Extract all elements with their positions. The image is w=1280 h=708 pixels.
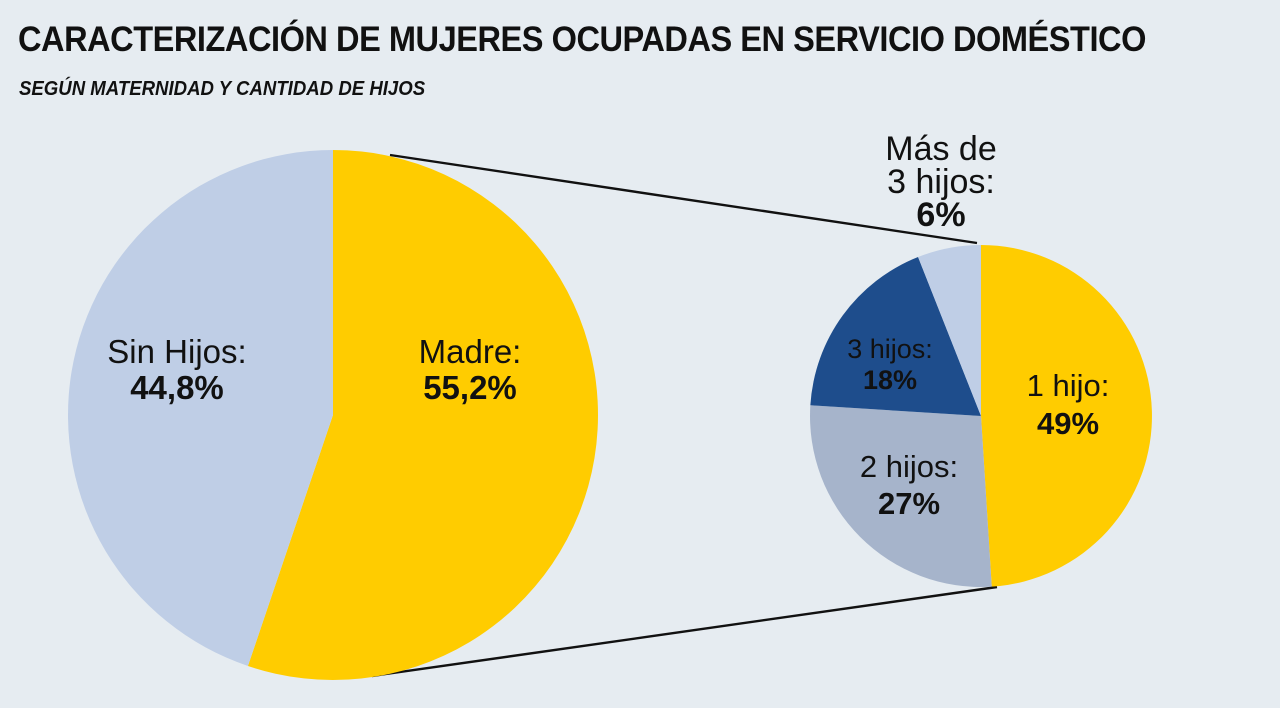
slice-label-2-hijos: 2 hijos: 27%: [860, 449, 958, 521]
slice-2-hijos: [810, 405, 992, 587]
slice-label-sin-hijos: Sin Hijos: 44,8%: [107, 333, 246, 406]
pie-main: Madre: 55,2% Sin Hijos: 44,8%: [68, 150, 599, 680]
pie-detail: 1 hijo: 49% 2 hijos: 27% 3 hijos: 18% Más de 3 …: [810, 130, 1152, 587]
slice-label-madre: Madre: 55,2%: [419, 333, 522, 406]
connector-line-top: [389, 153, 978, 245]
slice-label-mas-de-3-hijos: Más de 3 hijos: 6%: [885, 130, 997, 234]
connector-lines: [371, 153, 998, 678]
slice-sin-hijos: [68, 150, 334, 666]
slice-madre: [247, 150, 599, 680]
chart-subtitle: SEGÚN MATERNIDAD Y CANTIDAD DE HIJOS: [19, 78, 426, 100]
slice-label-3-hijos: 3 hijos: 18%: [847, 334, 933, 395]
slice-3-hijos: [810, 257, 981, 416]
connector-line-bottom: [371, 585, 998, 678]
slice-mas-de-3-hijos: [918, 245, 981, 416]
slice-label-1-hijo: 1 hijo: 49%: [1027, 368, 1110, 441]
chart-title: CARACTERIZACIÓN DE MUJERES OCUPADAS EN S…: [18, 20, 1146, 59]
slice-1-hijo: [981, 245, 1152, 587]
